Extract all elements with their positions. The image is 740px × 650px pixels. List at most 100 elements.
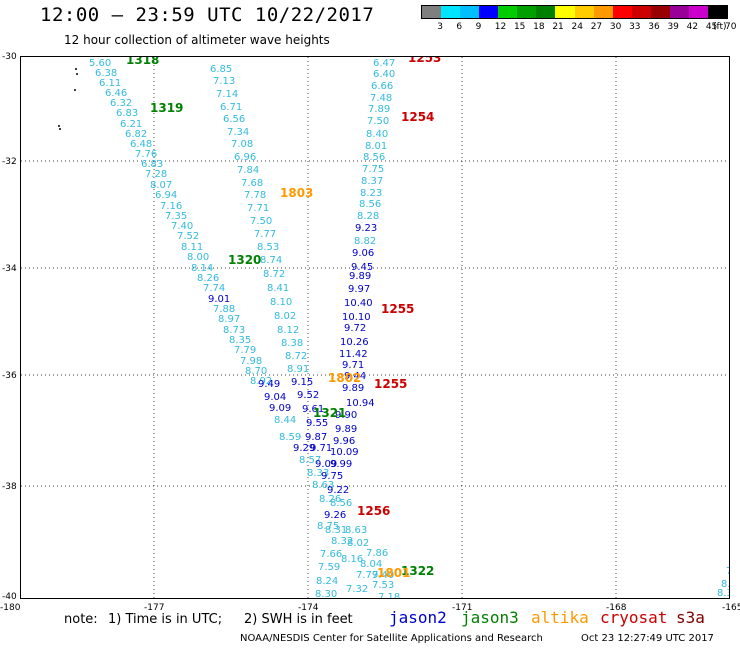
wave-height-label: 7.18: [378, 592, 401, 599]
wave-height-label: 8.02: [347, 538, 370, 549]
pass-id-label: 1321: [313, 406, 347, 420]
wave-height-label: 6.40: [373, 69, 396, 80]
wave-height-label: 7.32: [346, 584, 369, 595]
latitude-label: -36: [2, 371, 17, 381]
wave-height-label: 9.87: [305, 432, 328, 443]
wave-height-label: 10.26: [340, 337, 369, 348]
wave-height-label: 7.14: [216, 89, 239, 100]
scale-label: 42: [686, 22, 699, 32]
color-scale-bar: [421, 5, 728, 19]
wave-height-label: 8.41: [267, 283, 290, 294]
wave-height-label: 7.16: [160, 201, 183, 212]
wave-height-label: 8.10: [270, 297, 293, 308]
wave-height-label: 9.06: [352, 248, 375, 259]
scale-label: 36: [648, 22, 660, 32]
wave-height-label: 9.97: [348, 284, 371, 295]
wave-height-label: 9.71: [310, 443, 333, 454]
wave-height-label: 8.56: [363, 152, 386, 163]
wave-height-label: 8.74: [260, 255, 283, 266]
wave-height-label: 6.46: [105, 88, 128, 99]
wave-height-label: 8.01: [365, 141, 388, 152]
map-title: 12:00 – 23:59 UTC 10/22/2017: [40, 4, 375, 26]
latitude-label: -40: [2, 592, 17, 602]
wave-height-label: 7.48: [370, 93, 393, 104]
scale-swatch-14: [688, 6, 708, 18]
pass-id-label: 1320: [228, 253, 262, 267]
pass-id-label: 1322: [401, 564, 435, 578]
wave-height-label: 7.79: [356, 570, 379, 581]
wave-height-label: 9.44: [344, 371, 367, 382]
wave-height-label: 8.16: [341, 554, 364, 565]
wave-height-label: 6.47: [373, 58, 396, 69]
wave-height-label: 11.42: [339, 349, 368, 360]
legend-jason2: jason2: [389, 608, 447, 627]
wave-height-label: 8.70: [245, 366, 268, 377]
scale-label: 24: [571, 22, 583, 32]
scale-swatch-3: [479, 6, 499, 18]
pass-id-label: 1256: [357, 504, 391, 518]
latitude-label: -38: [2, 482, 17, 492]
wave-height-label: 8.56: [330, 498, 353, 509]
wave-height-label: 7.53: [372, 580, 395, 591]
wave-height-label: 9.09: [269, 403, 292, 414]
wave-height-label: 8.12: [277, 325, 300, 336]
scale-label: 45: [705, 22, 718, 32]
wave-height-label: 7.68: [241, 178, 264, 189]
longitude-label: -168: [606, 603, 627, 613]
wave-height-label: 8.11: [181, 242, 204, 253]
scale-label: (ft): [713, 22, 727, 32]
wave-height-label: 7.98: [240, 356, 263, 367]
wave-height-label: 9.89: [349, 271, 372, 282]
wave-height-label: 8.07: [150, 180, 173, 191]
wave-height-label: 6.48: [130, 139, 153, 150]
wave-height-label: 8.59: [279, 432, 302, 443]
longitude-label: -180: [0, 603, 21, 613]
wave-height-label: 8.31: [325, 525, 348, 536]
wave-height-label: 7.76: [135, 149, 158, 160]
wave-height-label: 5.60: [89, 58, 112, 69]
footer-timestamp: Oct 23 12:27:49 UTC 2017: [581, 633, 714, 644]
longitude-label: -165: [722, 603, 740, 613]
wave-height-label: 8.41: [708, 598, 730, 599]
wave-height-label: 6.38: [95, 68, 118, 79]
scale-label: 39: [667, 22, 679, 32]
wave-height-label: 7.66: [320, 549, 343, 560]
pass-id-label: 1319: [150, 101, 184, 115]
wave-height-label: 7.28: [145, 169, 168, 180]
scale-swatch-12: [650, 6, 670, 18]
wave-height-label: 7.88: [213, 304, 236, 315]
wave-height-label: 9.01: [208, 294, 231, 305]
wave-height-label: 10.09: [330, 447, 359, 458]
scale-label: 30: [609, 22, 622, 32]
wave-height-label: 8.91: [287, 364, 310, 375]
note-item-2: 2) SWH is in feet: [244, 612, 353, 627]
wave-height-label: 7.40: [171, 221, 194, 232]
wave-height-label: 8.04: [360, 559, 383, 570]
wave-height-label: 8.28: [357, 211, 380, 222]
wave-height-label: 7.71: [247, 203, 270, 214]
wave-height-label: 9.26: [324, 510, 347, 521]
wave-height-label: 9.22: [327, 485, 350, 496]
wave-height-label: 9.75: [321, 471, 344, 482]
wave-height-label: 7.78: [244, 190, 267, 201]
wave-height-label: 8.26: [319, 494, 342, 505]
wave-height-label: 7.89: [368, 104, 391, 115]
scale-swatch-1: [441, 6, 461, 18]
scale-swatch-13: [669, 6, 689, 18]
latitude-label: -30: [2, 52, 17, 62]
wave-height-label: 7.57: [349, 598, 371, 599]
wave-height-label: 6.82: [125, 129, 148, 140]
wave-height-label: 9.49: [258, 379, 281, 390]
wave-height-label: 8.44: [274, 415, 297, 426]
scale-swatch-10: [612, 6, 632, 18]
wave-height-label: 9.89: [342, 383, 365, 394]
scale-swatch-11: [631, 6, 651, 18]
legend-jason3: jason3: [461, 608, 519, 627]
note-prefix: note:: [64, 612, 98, 627]
scale-label: 70: [725, 22, 737, 32]
wave-height-label: 9.72: [344, 323, 367, 334]
wave-height-label: 7.08: [231, 139, 254, 150]
wave-height-label: 8.32: [331, 536, 354, 547]
wave-height-label: 6.94: [155, 190, 178, 201]
scale-label: 9: [475, 22, 482, 32]
